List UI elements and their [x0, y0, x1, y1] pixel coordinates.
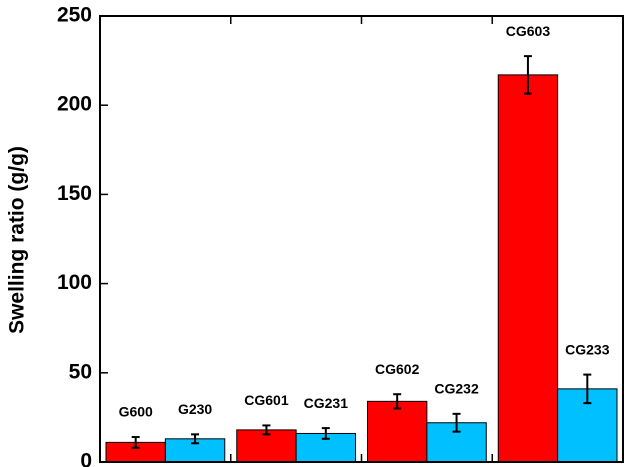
- error-bar: [191, 433, 200, 445]
- error-bar: [131, 436, 140, 449]
- y-tick-label: 100: [57, 271, 92, 294]
- bar-label: CG602: [375, 361, 420, 377]
- error-bar: [452, 412, 461, 433]
- bar-label: CG603: [506, 23, 551, 39]
- y-tick-label: 250: [57, 4, 92, 27]
- bar-label: CG601: [244, 392, 289, 408]
- y-tick-label: 50: [69, 360, 92, 383]
- bar: [497, 74, 559, 463]
- bar-label: CG232: [434, 381, 479, 397]
- bar-label: CG231: [304, 395, 349, 411]
- bar: [367, 400, 428, 463]
- bar-label: G600: [119, 404, 153, 420]
- bar-label: G230: [178, 401, 212, 417]
- plot-frame: [99, 15, 624, 463]
- error-bar: [321, 427, 330, 440]
- y-axis-label: Swelling ratio (g/g): [6, 146, 29, 334]
- y-tick-label: 0: [80, 450, 92, 467]
- y-tick-label: 150: [57, 182, 92, 205]
- error-bar: [393, 393, 402, 410]
- error-bar: [262, 424, 271, 436]
- error-bar: [523, 55, 532, 95]
- error-bar: [583, 373, 592, 405]
- y-tick-label: 200: [57, 93, 92, 116]
- bar-label: CG233: [565, 341, 610, 357]
